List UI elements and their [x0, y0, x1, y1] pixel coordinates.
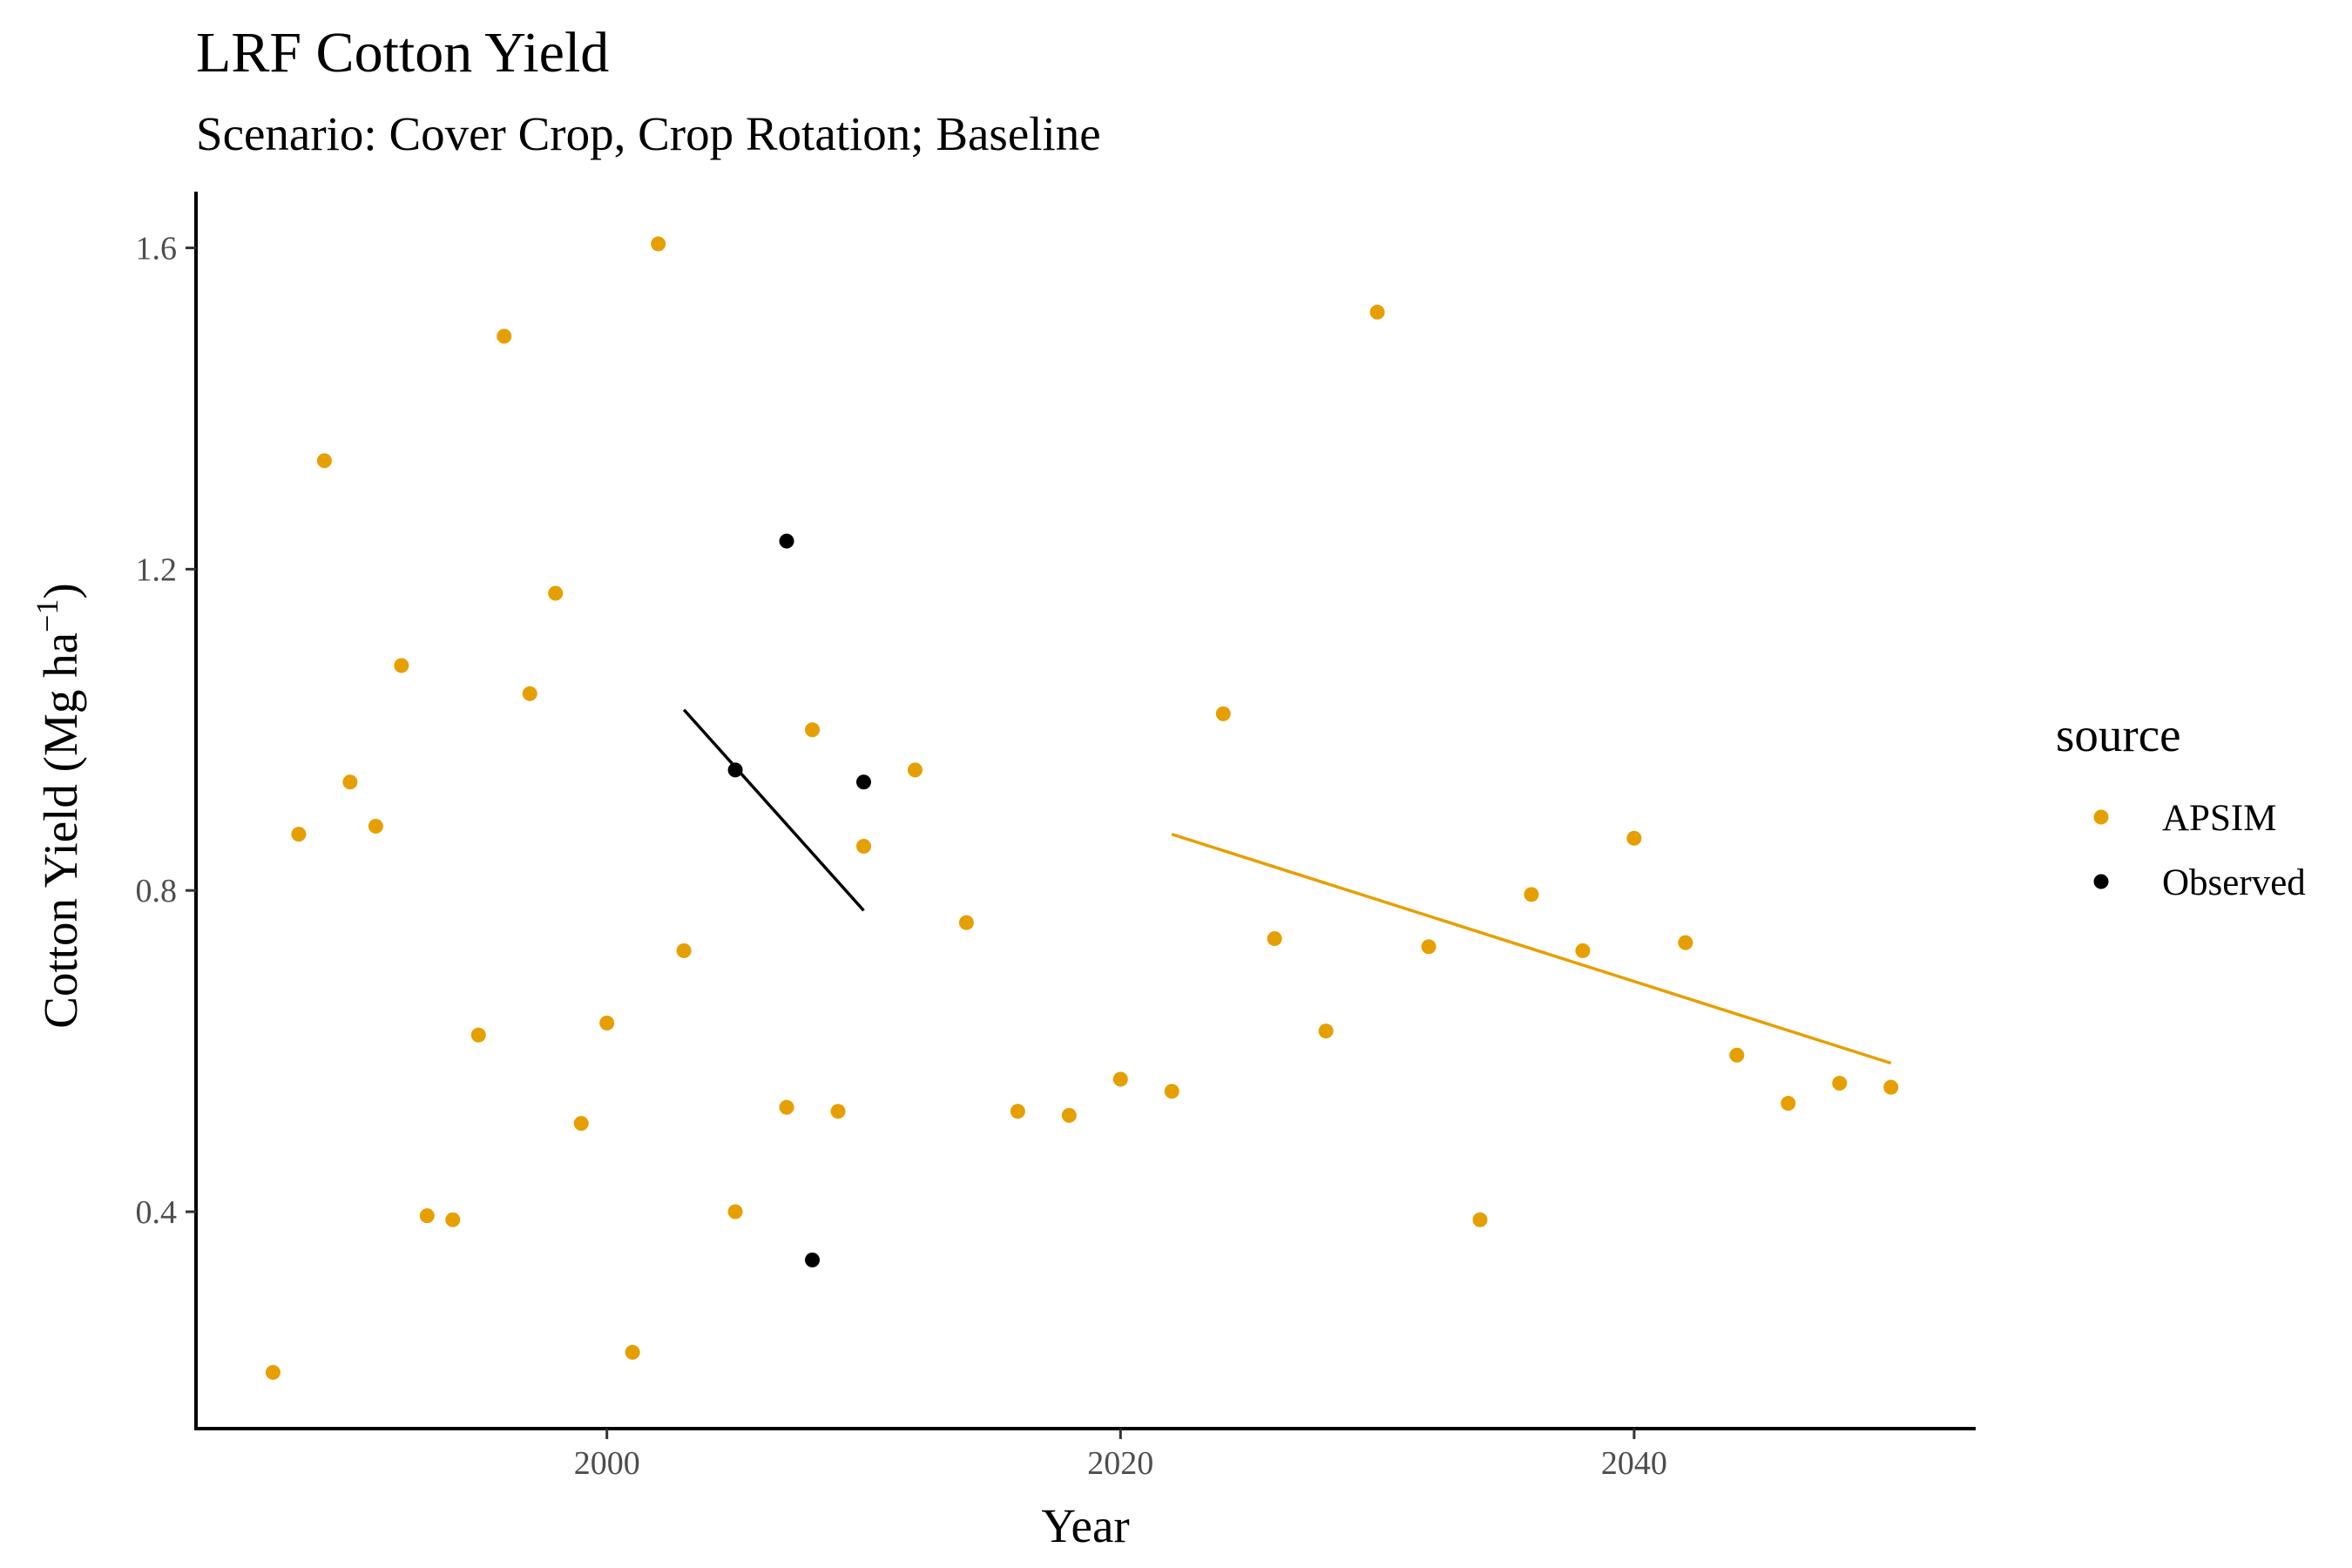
- y-axis-title-main: Cotton Yield (Mg ha: [34, 632, 87, 1029]
- point-apsim: [676, 943, 692, 958]
- chart-subtitle: Scenario: Cover Crop, Crop Rotation; Bas…: [196, 107, 1101, 160]
- y-tick-label: 0.8: [136, 873, 178, 909]
- point-apsim: [1061, 1107, 1077, 1123]
- point-observed: [805, 1252, 821, 1267]
- legend-label-observed: Observed: [2162, 862, 2306, 903]
- trend-line-apsim: [1171, 832, 1892, 1065]
- point-apsim: [855, 838, 871, 854]
- point-apsim: [445, 1212, 461, 1227]
- point-apsim: [1883, 1079, 1899, 1095]
- y-axis-title: Cotton Yield (Mg ha−1): [30, 583, 87, 1028]
- y-axis-title-close: ): [34, 583, 87, 598]
- x-tick-label: 2000: [574, 1445, 640, 1482]
- point-apsim: [907, 762, 923, 778]
- point-apsim: [1421, 939, 1436, 955]
- point-apsim: [1318, 1024, 1334, 1039]
- point-apsim: [1112, 1071, 1128, 1087]
- point-apsim: [419, 1208, 435, 1224]
- trend-lines: [682, 708, 1892, 1065]
- point-observed: [855, 774, 871, 790]
- point-apsim: [1164, 1084, 1179, 1099]
- point-apsim: [548, 585, 564, 601]
- trend-line-observed: [682, 708, 865, 912]
- point-apsim: [1781, 1096, 1796, 1112]
- legend: source APSIM Observed: [2056, 708, 2306, 903]
- point-apsim: [291, 827, 307, 842]
- legend-title: source: [2056, 708, 2181, 761]
- point-apsim: [497, 328, 512, 344]
- y-axis-ticks: 0.4 0.8 1.2 1.6: [136, 231, 196, 1231]
- point-apsim: [342, 774, 358, 790]
- x-tick-label: 2020: [1087, 1445, 1153, 1482]
- plot-area: [265, 236, 1899, 1380]
- point-observed: [779, 533, 794, 549]
- point-apsim: [1267, 931, 1282, 947]
- legend-key-apsim: [2093, 809, 2109, 825]
- y-axis-title-sup: −1: [30, 599, 64, 632]
- point-apsim: [1678, 935, 1693, 950]
- point-apsim: [394, 658, 409, 673]
- point-apsim: [1626, 830, 1642, 846]
- y-tick-label: 1.6: [136, 231, 178, 267]
- point-apsim: [1215, 706, 1231, 721]
- point-apsim: [1832, 1076, 1848, 1092]
- point-apsim: [779, 1099, 794, 1115]
- point-apsim: [316, 453, 332, 469]
- y-tick-label: 0.4: [136, 1194, 178, 1231]
- point-apsim: [1729, 1047, 1745, 1063]
- legend-key-observed: [2093, 874, 2109, 889]
- point-observed: [727, 762, 743, 778]
- point-apsim: [625, 1344, 640, 1360]
- y-tick-label: 1.2: [136, 551, 178, 588]
- point-apsim: [522, 686, 537, 701]
- x-axis-title: Year: [1041, 1499, 1129, 1552]
- point-apsim: [470, 1027, 486, 1043]
- point-apsim: [1010, 1104, 1025, 1119]
- point-apsim: [265, 1364, 280, 1380]
- point-apsim: [805, 722, 821, 738]
- point-apsim: [830, 1104, 846, 1119]
- x-axis-ticks: 2000 2020 2040: [574, 1429, 1667, 1482]
- x-tick-label: 2040: [1601, 1445, 1667, 1482]
- point-apsim: [1369, 304, 1385, 320]
- data-points: [265, 236, 1899, 1380]
- point-apsim: [727, 1204, 743, 1220]
- chart-title: LRF Cotton Yield: [196, 21, 609, 84]
- point-apsim: [368, 818, 383, 834]
- point-apsim: [573, 1116, 589, 1132]
- point-apsim: [958, 915, 974, 930]
- point-apsim: [651, 236, 666, 252]
- point-apsim: [599, 1015, 615, 1031]
- point-apsim: [1524, 887, 1539, 902]
- point-apsim: [1472, 1212, 1488, 1227]
- legend-entries: APSIM Observed: [2093, 798, 2306, 903]
- legend-label-apsim: APSIM: [2162, 798, 2276, 839]
- point-apsim: [1575, 943, 1591, 958]
